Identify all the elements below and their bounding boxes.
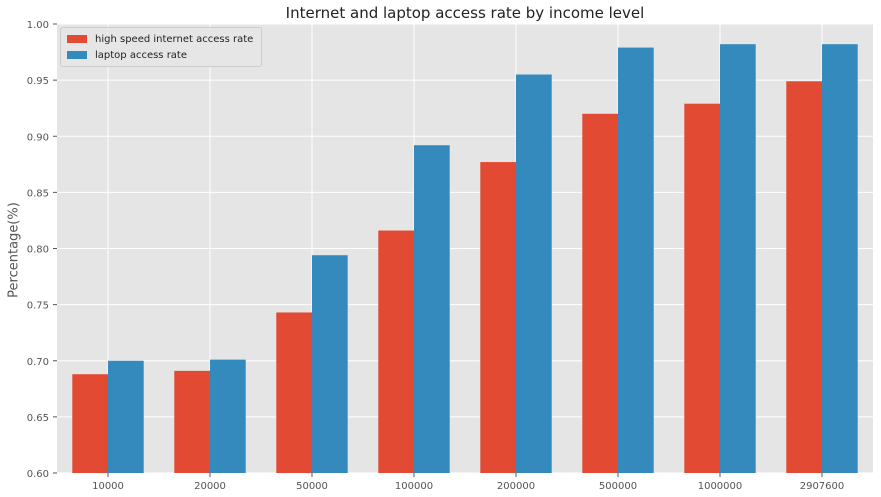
y-tick-label: 0.60 [27,469,49,480]
legend: high speed internet access rate laptop a… [60,27,263,67]
bar-series-1 [822,44,858,473]
bar-series-0 [480,162,516,473]
bar-series-1 [108,360,144,473]
bar-series-0 [684,103,720,473]
legend-swatch-0 [67,35,87,43]
x-tick-label: 2907600 [800,481,845,492]
bar-series-1 [210,359,246,473]
bar-series-0 [786,81,822,473]
bar-series-1 [720,44,756,473]
x-tick-label: 200000 [497,481,535,492]
y-tick-label: 0.85 [27,188,49,199]
chart-title: Internet and laptop access rate by incom… [285,4,645,22]
legend-item-0: high speed internet access rate [67,31,253,47]
bar-series-1 [312,255,348,473]
y-tick-label: 0.80 [27,245,49,256]
x-tick-label: 500000 [599,481,637,492]
legend-label-0: high speed internet access rate [95,33,254,45]
y-tick-label: 0.75 [27,301,49,312]
y-tick-label: 0.70 [27,357,49,368]
x-tick-label: 20000 [194,481,226,492]
x-tick-label: 100000 [395,481,433,492]
bar-series-0 [72,374,108,473]
y-tick-label: 0.65 [27,413,49,424]
y-tick-label: 1.00 [27,20,49,31]
bar-series-1 [618,47,654,473]
y-tick-label: 0.90 [27,132,49,143]
bar-series-0 [174,370,210,473]
x-tick-label: 50000 [296,481,328,492]
y-tick-label: 0.95 [27,76,49,87]
bar-series-1 [414,145,450,474]
bar-series-0 [378,230,414,473]
x-tick-label: 10000 [92,481,124,492]
legend-label-1: laptop access rate [95,49,188,61]
bar-series-0 [582,113,618,474]
bar-series-0 [276,312,312,473]
bar-series-1 [516,74,552,473]
x-tick-label: 1000000 [698,481,743,492]
legend-item-1: laptop access rate [67,47,253,63]
legend-swatch-1 [67,51,87,59]
